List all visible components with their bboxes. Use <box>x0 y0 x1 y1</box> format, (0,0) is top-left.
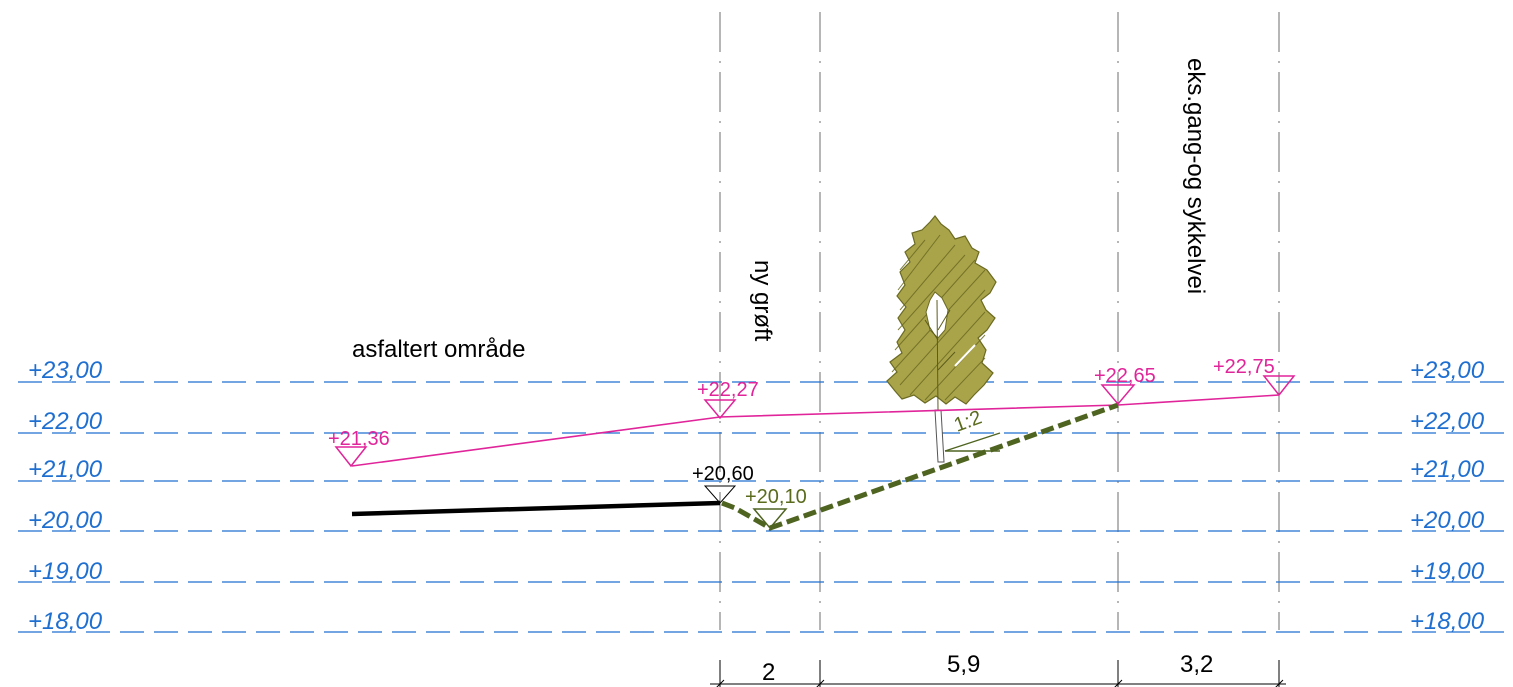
elevation-marker-1 <box>334 446 368 468</box>
level-label-left-20: +20,00 <box>28 507 103 534</box>
existing-terrain-line <box>351 394 1280 467</box>
elevation-label-3: +22,65 <box>1094 365 1156 387</box>
level-label-right-22: +22,00 <box>1410 408 1485 435</box>
level-label-left-22: +22,00 <box>28 408 103 435</box>
level-label-left-18: +18,00 <box>28 608 103 635</box>
area-label-asphalt: asfaltert område <box>352 336 525 363</box>
area-label-ditch: ny grøft <box>749 260 776 342</box>
dimension-label-1: 2 <box>762 659 775 686</box>
slope-label: 1:2 <box>951 407 985 437</box>
level-label-left-23: +23,00 <box>28 357 103 384</box>
asphalt-surface-line <box>351 500 721 517</box>
dimension-line <box>710 660 1286 687</box>
dimension-label-3: 3,2 <box>1180 651 1213 678</box>
level-label-left-21: +21,00 <box>28 456 103 483</box>
elevation-marker-ditch <box>752 508 788 530</box>
area-label-path: eks.gang-og sykkelvei <box>1182 58 1209 294</box>
level-label-right-19: +19,00 <box>1410 558 1485 585</box>
elevation-label-1: +21,36 <box>328 428 390 450</box>
elevation-marker-asphalt <box>703 485 737 504</box>
elevation-label-2: +22,27 <box>697 379 759 401</box>
elevation-label-asphalt: +20,60 <box>692 463 754 485</box>
ditch-profile-line <box>721 402 1119 531</box>
birch-tree-icon <box>886 215 997 463</box>
dimension-label-2: 5,9 <box>947 651 980 678</box>
elevation-marker-3 <box>1100 384 1136 406</box>
elevation-marker-4 <box>1262 375 1296 397</box>
elevation-label-4: +22,75 <box>1213 356 1275 378</box>
elevation-marker-2 <box>703 399 737 420</box>
slope-indicator: 1:2 <box>944 407 1001 452</box>
level-label-left-19: +19,00 <box>28 558 103 585</box>
level-label-right-20: +20,00 <box>1410 507 1485 534</box>
level-label-right-21: +21,00 <box>1410 456 1485 483</box>
elevation-label-ditch: +20,10 <box>745 486 807 508</box>
level-label-right-18: +18,00 <box>1410 608 1485 635</box>
level-label-right-23: +23,00 <box>1410 357 1485 384</box>
